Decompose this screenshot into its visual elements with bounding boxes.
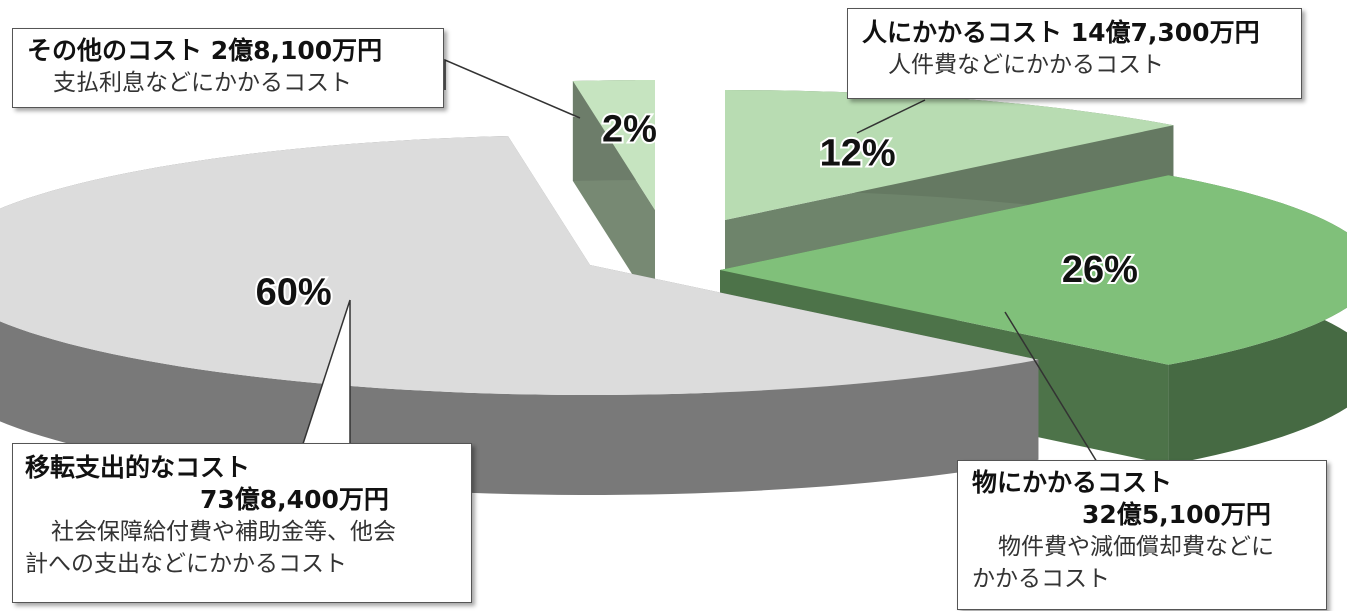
percent-label-3: 2% — [602, 109, 657, 151]
percent-label-1: 26% — [1062, 249, 1138, 291]
callout-people-title: 人にかかるコスト 14億7,300万円 — [862, 18, 1260, 47]
callout-people-cost: 人にかかるコスト 14億7,300万円 人件費などにかかるコスト — [847, 8, 1302, 99]
callout-people-desc: 人件費などにかかるコスト — [888, 52, 1164, 78]
callout-transfer-desc-line1: 社会保障給付費や補助金等、他会 — [51, 519, 396, 545]
callout-transfer-amount: 73億8,400万円 — [200, 485, 389, 514]
callout-transfer-desc-line2: 計への支出などにかかるコスト — [25, 551, 347, 577]
callout-goods-amount: 32億5,100万円 — [1082, 500, 1271, 529]
callout-other-cost: その他のコスト 2億8,100万円 支払利息などにかかるコスト — [12, 28, 444, 108]
callout-goods-title: 物にかかるコスト — [972, 468, 1173, 497]
percent-label-0: 12% — [820, 133, 896, 175]
leader-line-0 — [856, 99, 926, 134]
leader-line-3 — [444, 58, 581, 119]
callout-goods-desc-line2: かかるコスト — [972, 566, 1110, 592]
percent-label-2: 60% — [256, 272, 332, 314]
slice-2 — [0, 136, 1039, 495]
callout-other-title: その他のコスト 2億8,100万円 — [27, 36, 383, 65]
slice-3 — [572, 80, 655, 310]
callout-other-desc: 支払利息などにかかるコスト — [53, 70, 352, 96]
callout-goods-desc-line1: 物件費や減価償却費などに — [998, 534, 1274, 560]
callout-transfer-title: 移転支出的なコスト — [25, 453, 251, 482]
callout-goods-cost: 物にかかるコスト 32億5,100万円 物件費や減価償却費などに かかるコスト — [957, 460, 1327, 610]
callout-transfer-cost: 移転支出的なコスト 73億8,400万円 社会保障給付費や補助金等、他会 計への… — [12, 443, 472, 603]
leader-line-1 — [1004, 311, 1098, 463]
